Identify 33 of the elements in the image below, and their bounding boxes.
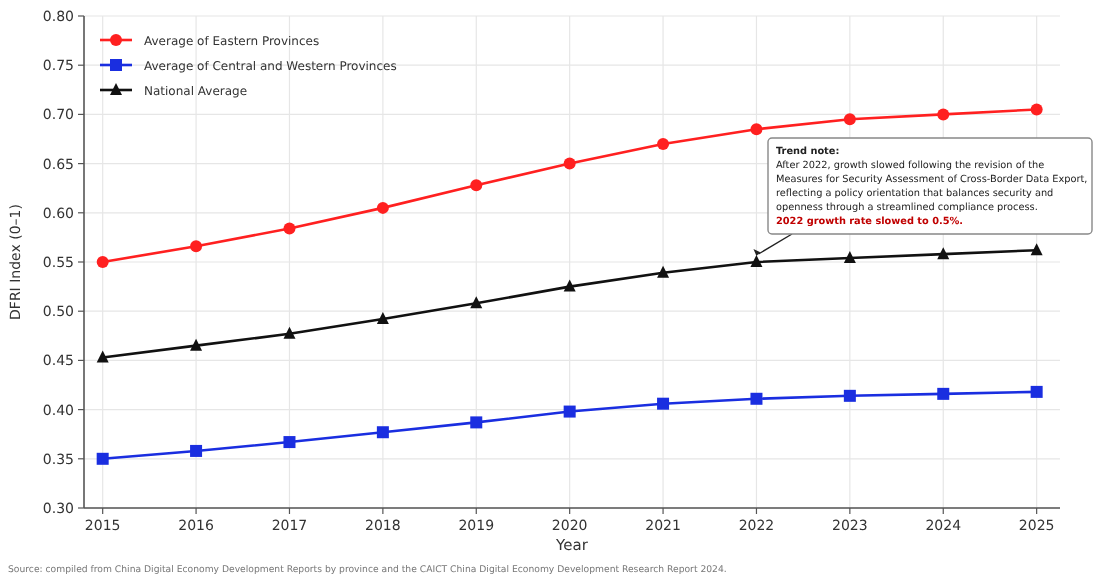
point	[283, 326, 296, 339]
point	[843, 389, 856, 402]
point	[470, 416, 483, 429]
point	[283, 436, 296, 449]
point	[1030, 243, 1043, 256]
point	[843, 251, 856, 264]
point	[563, 405, 576, 418]
point	[657, 265, 670, 278]
point	[470, 296, 483, 309]
point	[937, 247, 950, 260]
point	[937, 108, 950, 121]
point	[190, 338, 203, 351]
point	[376, 201, 389, 214]
point	[190, 444, 203, 457]
point	[190, 240, 203, 253]
point	[750, 392, 763, 405]
point	[376, 426, 389, 439]
point	[470, 179, 483, 192]
point	[750, 123, 763, 136]
point	[96, 256, 109, 268]
point	[1030, 103, 1043, 116]
point	[657, 137, 670, 150]
point	[563, 279, 576, 292]
point	[843, 113, 856, 126]
point	[750, 255, 763, 267]
point	[937, 387, 950, 400]
point	[96, 350, 109, 363]
point	[657, 397, 670, 410]
point	[283, 222, 296, 235]
point	[563, 157, 576, 170]
point	[96, 452, 109, 465]
point	[376, 312, 389, 325]
point	[1030, 385, 1043, 398]
